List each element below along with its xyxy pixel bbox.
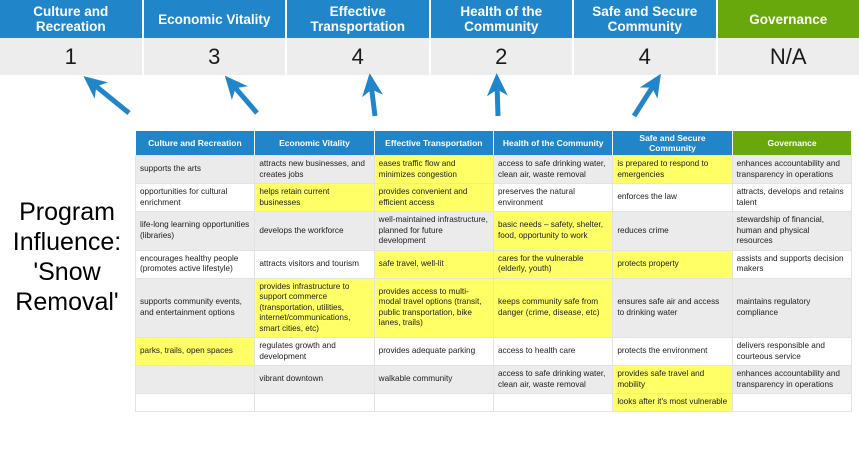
matrix-cell-r2-c1: develops the workforce — [254, 211, 375, 251]
matrix-cell-r7-c1 — [254, 393, 375, 412]
matrix-row: vibrant downtown walkable community access… — [134, 365, 852, 394]
scorecard-header-2: Effective Transportation — [287, 0, 431, 38]
matrix-header-1: Economic Vitality — [254, 131, 375, 156]
matrix-cell-r5-c2: provides adequate parking — [373, 337, 494, 366]
influence-arrow-layer — [83, 73, 661, 118]
matrix-header-5: Governance — [732, 131, 852, 156]
matrix-cell-r5-c1: regulates growth and development — [254, 337, 375, 366]
matrix-header-2: Effective Transportation — [374, 131, 494, 156]
matrix-cell-r1-c5: attracts, develops and retains talent — [731, 183, 852, 212]
matrix-cell-r0-c3: access to safe drinking water, clean air… — [492, 155, 614, 184]
scorecard-header-3: Health of the Community — [430, 0, 574, 38]
matrix-cell-r4-c5: maintains regulatory compliance — [731, 277, 852, 338]
matrix-cell-r0-c5: enhances accountability and transparency… — [731, 155, 852, 184]
matrix-cell-r3-c4: protects property — [612, 249, 733, 279]
scorecard-value-1: 3 — [144, 38, 287, 75]
program-influence-caption: Program Influence: 'Snow Removal' — [4, 197, 130, 317]
outcomes-matrix-table: Culture and Recreation Economic Vitality E… — [134, 131, 852, 412]
matrix-cell-r7-c5 — [731, 393, 852, 412]
scorecard-value-3: 2 — [431, 38, 574, 75]
matrix-cell-r1-c0: opportunities for cultural enrichment — [134, 183, 256, 212]
matrix-cell-r3-c1: attracts visitors and tourism — [254, 249, 375, 279]
matrix-cell-r5-c5: delivers responsible and courteous servi… — [731, 337, 852, 366]
strategic-priorities-scorecard: Culture and Recreation Economic Vitality E… — [0, 0, 859, 75]
influence-arrow-2 — [224, 75, 259, 115]
scorecard-value-5: N/A — [769, 43, 807, 69]
scorecard-header-5: Governance — [717, 0, 859, 38]
matrix-cell-r3-c0: encourages healthy people (promotes acti… — [134, 249, 256, 279]
matrix-cell-r2-c2: well-maintained infrastructure, planned … — [373, 211, 494, 251]
scorecard-value-0: 1 — [0, 38, 144, 75]
matrix-row: supports the arts attracts new businesses… — [134, 155, 852, 184]
matrix-cell-r1-c1: helps retain current businesses — [254, 183, 375, 212]
matrix-cell-r4-c0: supports community events, and entertain… — [134, 277, 256, 338]
matrix-cell-r7-c0 — [134, 393, 256, 412]
matrix-row: life-long learning opportunities (librar… — [134, 211, 852, 251]
matrix-header-3: Health of the Community — [493, 131, 614, 156]
matrix-cell-r2-c0: life-long learning opportunities (librar… — [134, 211, 256, 251]
matrix-cell-r7-c3 — [492, 393, 614, 412]
matrix-row: opportunities for cultural enrichment hel… — [134, 183, 852, 212]
matrix-cell-r4-c4: ensures safe air and access to drinking … — [612, 277, 733, 338]
matrix-cell-r6-c0 — [134, 365, 256, 394]
matrix-cell-r6-c3: access to safe drinking water, clean air… — [492, 365, 614, 394]
scorecard-header-4: Safe and Secure Community — [574, 0, 718, 38]
influence-arrow-4 — [486, 73, 508, 117]
matrix-cell-r2-c4: reduces crime — [612, 211, 733, 251]
matrix-row: looks after it's most vulnerable — [134, 393, 852, 412]
matrix-cell-r6-c4: provides safe travel and mobility — [612, 365, 733, 394]
scorecard-header-row: Culture and Recreation Economic Vitality E… — [0, 0, 859, 38]
caption-line-2: Influence: — [12, 228, 122, 256]
matrix-header-0: Culture and Recreation — [135, 131, 256, 156]
influence-arrow-5 — [631, 73, 661, 118]
matrix-cell-r4-c2: provides access to multi-modal travel op… — [373, 277, 494, 338]
matrix-header-4: Safe and Secure Community — [612, 131, 733, 156]
scorecard-header-1: Economic Vitality — [143, 0, 287, 38]
matrix-cell-r7-c2 — [373, 393, 494, 412]
matrix-cell-r2-c3: basic needs – safety, shelter, food, opp… — [492, 211, 614, 251]
matrix-row: encourages healthy people (promotes acti… — [134, 249, 852, 279]
matrix-body: supports the arts attracts new businesses… — [134, 155, 852, 412]
matrix-cell-r1-c4: enforces the law — [612, 183, 733, 212]
influence-arrow-1 — [83, 76, 131, 115]
caption-line-1: Program — [19, 198, 115, 226]
matrix-cell-r7-c4: looks after it's most vulnerable — [612, 393, 733, 412]
matrix-cell-r3-c3: cares for the vulnerable (elderly, youth… — [492, 249, 614, 279]
scorecard-header-0: Culture and Recreation — [0, 0, 144, 38]
matrix-cell-r0-c2: eases traffic flow and minimizes congest… — [373, 155, 494, 184]
matrix-cell-r2-c5: stewardship of financial, human and phys… — [731, 211, 852, 251]
matrix-cell-r3-c2: safe travel, well-lit — [373, 249, 494, 279]
influence-arrow-3 — [362, 73, 383, 117]
matrix-cell-r6-c2: walkable community — [373, 365, 494, 394]
matrix-cell-r5-c4: protects the environment — [612, 337, 733, 366]
matrix-cell-r0-c1: attracts new businesses, and creates job… — [254, 155, 375, 184]
matrix-row: parks, trails, open spaces regulates grow… — [134, 337, 852, 366]
matrix-cell-r4-c1: provides infrastructure to support comme… — [254, 277, 375, 338]
matrix-cell-r5-c0: parks, trails, open spaces — [134, 337, 256, 366]
matrix-cell-r6-c1: vibrant downtown — [254, 365, 375, 394]
caption-line-4: Removal' — [15, 288, 119, 316]
scorecard-value-4: 4 — [574, 38, 718, 75]
matrix-cell-r6-c5: enhances accountability and transparency… — [731, 365, 852, 394]
matrix-header-row: Culture and Recreation Economic Vitality E… — [135, 131, 852, 156]
matrix-cell-r4-c3: keeps community safe from danger (crime,… — [492, 277, 614, 338]
scorecard-value-row: 1 3 4 2 4 N/A — [0, 38, 859, 75]
matrix-row: supports community events, and entertain… — [134, 277, 852, 338]
matrix-cell-r5-c3: access to health care — [492, 337, 614, 366]
matrix-cell-r1-c3: preserves the natural environment — [492, 183, 614, 212]
matrix-cell-r3-c5: assists and supports decision makers — [731, 249, 852, 279]
matrix-cell-r0-c4: is prepared to respond to emergencies — [612, 155, 733, 184]
scorecard-value-2: 4 — [287, 38, 431, 75]
matrix-cell-r1-c2: provides convenient and efficient access — [373, 183, 494, 212]
matrix-cell-r0-c0: supports the arts — [134, 155, 256, 184]
caption-line-3: 'Snow — [33, 258, 101, 286]
